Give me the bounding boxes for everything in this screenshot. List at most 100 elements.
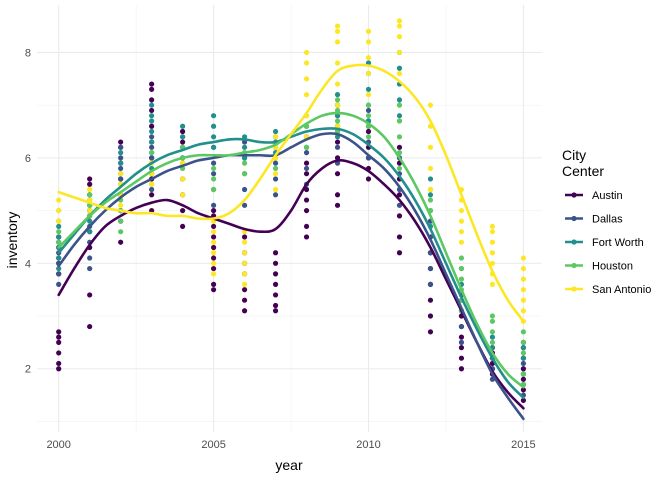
data-point-austin (210, 255, 217, 261)
data-point-san-antonio (520, 297, 527, 303)
scatter-points (56, 18, 527, 403)
legend-label-houston: Houston (592, 261, 633, 273)
data-point-san-antonio (87, 207, 93, 214)
data-point-houston (520, 339, 527, 345)
data-point-houston (396, 165, 403, 172)
data-point-austin (334, 171, 341, 177)
legend-key-point (571, 192, 577, 198)
data-point-san-antonio (365, 70, 372, 77)
data-point-fort-worth (396, 97, 403, 103)
data-point-san-antonio (56, 207, 62, 214)
data-point-san-antonio (427, 186, 434, 193)
legend-key-point (571, 262, 577, 269)
data-point-fort-worth (149, 118, 155, 124)
data-point-fort-worth (149, 128, 155, 135)
data-point-austin (241, 308, 248, 314)
data-point-austin (334, 192, 341, 198)
data-point-dallas (334, 144, 341, 150)
y-tick-label: 8 (25, 47, 31, 59)
smooth-line-austin (57, 159, 525, 410)
data-point-san-antonio (427, 144, 434, 150)
data-point-houston (334, 97, 341, 103)
data-point-san-antonio (489, 281, 496, 287)
data-point-san-antonio (149, 181, 155, 187)
data-point-houston (56, 229, 62, 235)
x-tick-label: 2000 (46, 439, 70, 451)
data-point-dallas (118, 144, 124, 150)
data-point-fort-worth (180, 123, 186, 129)
data-point-houston (56, 239, 62, 245)
data-point-fort-worth (427, 176, 434, 182)
data-point-fort-worth (520, 345, 527, 351)
data-point-houston (87, 192, 93, 198)
data-point-san-antonio (118, 171, 124, 177)
data-point-austin (458, 334, 465, 340)
data-point-houston (365, 113, 372, 119)
data-point-austin (520, 366, 527, 372)
data-point-austin (180, 207, 186, 214)
data-point-austin (210, 287, 217, 293)
data-point-fort-worth (396, 65, 403, 71)
data-point-fort-worth (241, 155, 248, 161)
data-point-san-antonio (520, 265, 527, 272)
data-point-san-antonio (118, 202, 124, 208)
data-point-san-antonio (210, 250, 217, 256)
data-point-houston (396, 118, 403, 124)
legend-title-line-1: City (562, 147, 586, 163)
data-point-fort-worth (210, 123, 217, 129)
data-point-san-antonio (458, 229, 465, 235)
data-point-san-antonio (489, 260, 496, 266)
axis-ticks: 2000 2005 2010 2015 2 4 6 8 (25, 47, 536, 451)
data-point-san-antonio (210, 239, 217, 245)
data-point-dallas (458, 323, 465, 330)
data-point-dallas (87, 265, 93, 272)
data-point-austin (272, 308, 279, 314)
data-point-san-antonio (56, 197, 62, 203)
data-point-san-antonio (365, 55, 372, 61)
data-point-fort-worth (334, 113, 341, 119)
data-point-san-antonio (272, 186, 279, 193)
data-point-dallas (520, 360, 527, 367)
data-point-houston (334, 118, 341, 124)
data-point-austin (241, 234, 248, 240)
data-point-austin (303, 223, 310, 230)
x-tick-label: 2015 (511, 439, 535, 451)
data-point-houston (149, 150, 155, 156)
data-point-dallas (458, 339, 465, 345)
data-point-san-antonio (458, 218, 465, 224)
data-point-houston (520, 350, 527, 356)
data-point-san-antonio (210, 260, 217, 266)
data-point-fort-worth (272, 128, 279, 135)
data-point-san-antonio (365, 39, 372, 45)
data-point-fort-worth (210, 144, 217, 150)
data-point-dallas (118, 155, 124, 161)
data-point-fort-worth (56, 255, 62, 261)
data-point-fort-worth (56, 265, 62, 272)
data-point-austin (303, 207, 310, 214)
data-point-austin (458, 345, 465, 351)
smooth-line-san-antonio (57, 63, 525, 323)
data-point-dallas (396, 202, 403, 208)
data-point-dallas (118, 165, 124, 172)
data-point-san-antonio (241, 260, 248, 266)
data-point-dallas (241, 186, 248, 193)
data-point-austin (272, 281, 279, 287)
data-point-austin (87, 323, 93, 330)
data-point-austin (272, 260, 279, 266)
data-point-austin (149, 86, 155, 92)
data-point-houston (396, 102, 403, 108)
data-point-san-antonio (489, 229, 496, 235)
data-point-austin (303, 171, 310, 177)
legend-title-line-2: Center (562, 163, 604, 179)
data-point-dallas (56, 271, 62, 277)
data-point-houston (427, 197, 434, 203)
data-point-fort-worth (210, 134, 217, 140)
data-point-san-antonio (334, 28, 341, 34)
x-tick-label: 2010 (356, 439, 380, 451)
data-point-austin (396, 144, 403, 150)
y-axis-title: inventory (4, 212, 20, 269)
legend-label-fort-worth: Fort Worth (592, 237, 644, 249)
data-point-san-antonio (241, 250, 248, 256)
data-point-san-antonio (396, 23, 403, 29)
data-point-fort-worth (56, 234, 62, 240)
